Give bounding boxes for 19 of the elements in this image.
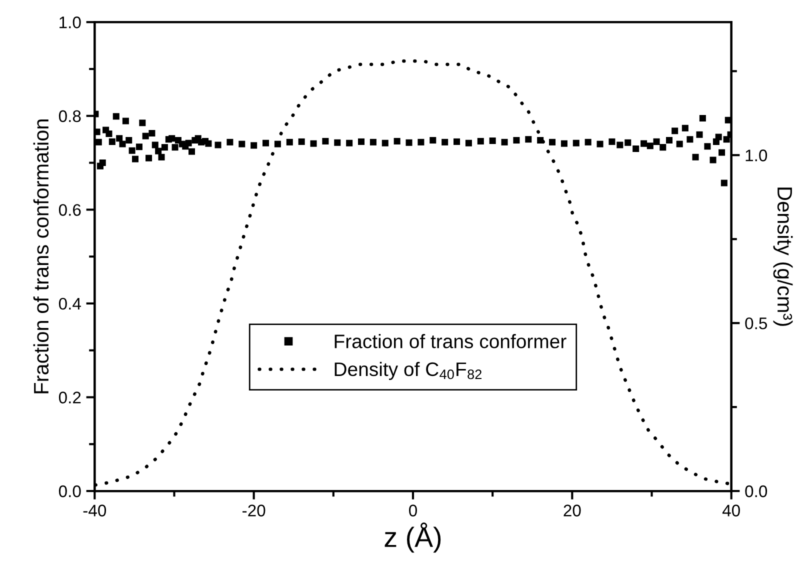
y2-tick-label: 1.0 — [746, 150, 768, 162]
x-tick-label: -40 — [83, 504, 106, 516]
legend-label: Density of C$_{40}$F$_{82}$ — [334, 362, 482, 380]
legend-label: Fraction of trans conformer — [334, 334, 566, 348]
y-tick-label: 0.8 — [58, 110, 81, 122]
y2-axis-title: Density (g/cm³) — [773, 188, 793, 326]
x-tick-label: -20 — [242, 504, 266, 516]
y-tick-label: 0.4 — [58, 298, 81, 310]
y2-tick-label: 0.0 — [745, 485, 768, 498]
y-tick-label: 1.0 — [60, 16, 81, 28]
y-tick-label: 0.0 — [58, 485, 81, 498]
x-axis-title: z (Å) — [384, 522, 441, 553]
x-tick-label: 0 — [409, 504, 417, 516]
y-tick-label: 0.2 — [58, 392, 81, 404]
x-tick-label: 20 — [564, 504, 581, 516]
y2-tick-label: 0.5 — [745, 317, 767, 330]
y-axis-title: Fraction of trans conformation — [33, 120, 49, 394]
y-tick-label: 0.6 — [58, 204, 81, 216]
x-tick-label: 40 — [722, 504, 740, 516]
